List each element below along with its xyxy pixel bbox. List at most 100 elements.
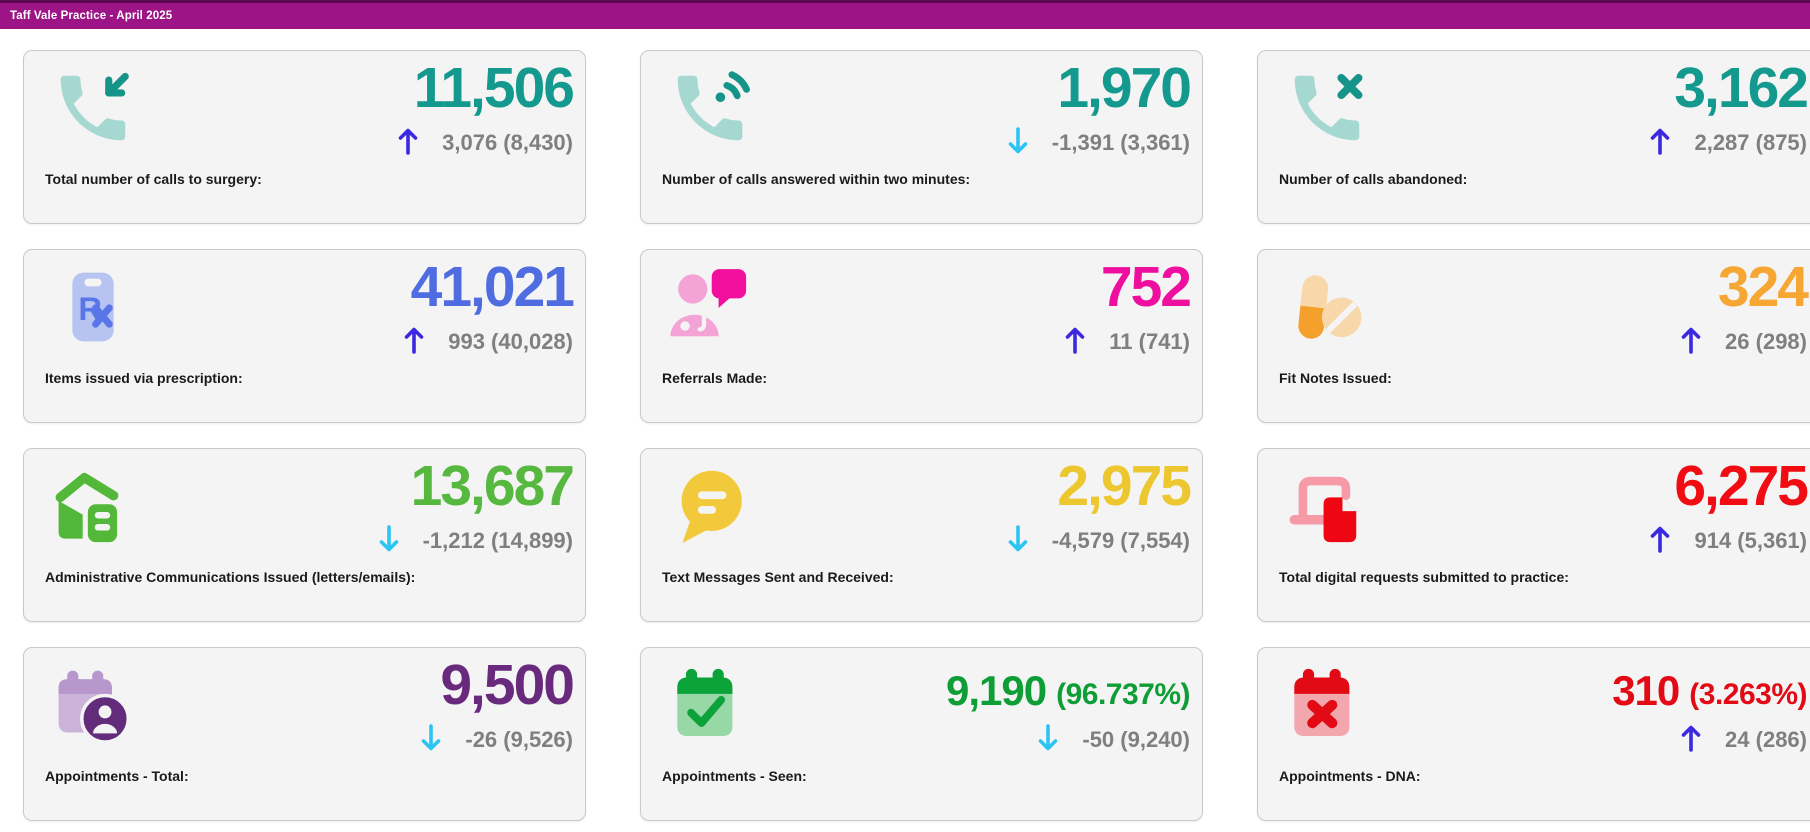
- trend-up-icon: [1650, 525, 1670, 558]
- stat-value-line: 2,975: [1057, 449, 1192, 518]
- trend-up-icon: [404, 326, 424, 359]
- stat-card-calls-abandoned: 3,162 2,287 (875) Number of calls abandone…: [1257, 50, 1810, 224]
- stat-value-line: 41,021: [410, 250, 575, 319]
- stat-card-calls-answered-two-minutes: 1,970 -1,391 (3,361) Number of calls answe…: [640, 50, 1203, 224]
- stat-change-line: 11 (741): [1065, 326, 1190, 358]
- stat-label: Number of calls abandoned:: [1279, 171, 1468, 187]
- stat-card-appointments-total: 9,500 -26 (9,526) Appointments - Total:: [23, 647, 586, 821]
- doctor-chat-icon: [667, 264, 753, 360]
- stat-value: 752: [1100, 254, 1192, 319]
- trend-down-icon: [1008, 126, 1028, 160]
- trend-up-icon: [398, 127, 418, 160]
- stat-change-line: -1,212 (14,899): [379, 524, 573, 558]
- stat-value-line: 9,500: [440, 648, 575, 717]
- cards-grid: 11,506 3,076 (8,430) Total number of calls…: [0, 29, 1810, 821]
- stat-card-prescription-items: R 41,021 993 (40,028) Items issued via pres…: [23, 249, 586, 423]
- calendar-user-icon: [50, 662, 136, 758]
- stat-card-text-messages: 2,975 -4,579 (7,554) Text Messages Sent an…: [640, 448, 1203, 622]
- stat-value: 310: [1612, 667, 1680, 714]
- header-bar: Taff Vale Practice - April 2025: [0, 0, 1810, 29]
- stat-value-line: 11,506: [413, 51, 575, 120]
- chat-bubble-icon: [667, 463, 753, 559]
- stat-change-line: 24 (286): [1681, 724, 1807, 756]
- laptop-document-icon: [1284, 463, 1370, 559]
- stat-card-fit-notes-issued: 324 26 (298) Fit Notes Issued:: [1257, 249, 1810, 423]
- stat-change: 914 (5,361): [1694, 528, 1807, 553]
- pills-icon: [1284, 264, 1370, 360]
- stat-value: 9,190: [945, 667, 1047, 714]
- stat-card-calls-total: 11,506 3,076 (8,430) Total number of calls…: [23, 50, 586, 224]
- trend-down-icon: [1038, 723, 1058, 757]
- svg-text:R: R: [78, 290, 102, 327]
- stat-value: 41,021: [410, 254, 575, 319]
- stat-change: -50 (9,240): [1082, 727, 1190, 752]
- stat-change: 3,076 (8,430): [442, 130, 573, 155]
- stat-value: 1,970: [1057, 55, 1192, 120]
- stat-value-line: 6,275: [1674, 449, 1809, 518]
- trend-up-icon: [1681, 326, 1701, 359]
- stat-value: 2,975: [1057, 453, 1192, 518]
- stat-change: 11 (741): [1109, 329, 1190, 354]
- stat-label: Appointments - DNA:: [1279, 768, 1421, 784]
- stat-change: -26 (9,526): [465, 727, 573, 752]
- stat-label: Administrative Communications Issued (le…: [45, 569, 416, 585]
- stat-card-appointments-dna: 310 (3.263%) 24 (286) Appointments - DNA:: [1257, 647, 1810, 821]
- stat-change: -4,579 (7,554): [1051, 528, 1190, 553]
- phone-incoming-icon: [50, 65, 136, 161]
- trend-down-icon: [1008, 524, 1028, 558]
- trend-down-icon: [421, 723, 441, 757]
- stat-change-line: 993 (40,028): [404, 326, 573, 358]
- stat-change-line: -4,579 (7,554): [1008, 524, 1190, 558]
- stat-change: 993 (40,028): [448, 329, 573, 354]
- stat-change-line: -26 (9,526): [421, 723, 573, 757]
- stat-value-percent: (96.737%): [1056, 678, 1190, 712]
- stat-value: 6,275: [1674, 453, 1809, 518]
- stat-value-percent: (3.263%): [1689, 678, 1807, 712]
- stat-value: 11,506: [413, 55, 575, 120]
- stat-change-line: 3,076 (8,430): [398, 127, 573, 159]
- stat-value-line: 3,162: [1674, 51, 1809, 120]
- stat-change: -1,212 (14,899): [422, 528, 573, 553]
- stat-label: Number of calls answered within two minu…: [662, 171, 971, 187]
- stat-label: Items issued via prescription:: [45, 370, 243, 386]
- stat-label: Fit Notes Issued:: [1279, 370, 1392, 386]
- stat-value-line: 324: [1717, 250, 1809, 319]
- stat-change-line: 914 (5,361): [1650, 525, 1807, 557]
- stat-change: 2,287 (875): [1694, 130, 1807, 155]
- stat-value: 13,687: [410, 453, 575, 518]
- calendar-check-icon: [667, 662, 753, 758]
- stat-card-admin-communications: 13,687 -1,212 (14,899) Administrative Comm…: [23, 448, 586, 622]
- stat-value: 9,500: [440, 652, 575, 717]
- stat-label: Total digital requests submitted to prac…: [1279, 569, 1569, 585]
- stat-label: Text Messages Sent and Received:: [662, 569, 894, 585]
- stat-change: 26 (298): [1725, 329, 1807, 354]
- stat-value: 324: [1717, 254, 1809, 319]
- stat-card-referrals-made: 752 11 (741) Referrals Made:: [640, 249, 1203, 423]
- phone-x-icon: [1284, 65, 1370, 161]
- trend-up-icon: [1681, 724, 1701, 757]
- page-title: Taff Vale Practice - April 2025: [10, 10, 173, 22]
- stat-label: Appointments - Total:: [45, 768, 189, 784]
- stat-change-line: -1,391 (3,361): [1008, 126, 1190, 160]
- stat-value-line: 9,190 (96.737%): [945, 648, 1191, 714]
- stat-label: Total number of calls to surgery:: [45, 171, 262, 187]
- trend-up-icon: [1065, 326, 1085, 359]
- prescription-icon: R: [50, 264, 136, 360]
- trend-down-icon: [379, 524, 399, 558]
- stat-change: -1,391 (3,361): [1051, 130, 1190, 155]
- stat-value-line: 310 (3.263%): [1612, 648, 1807, 712]
- stat-change: 24 (286): [1725, 727, 1807, 752]
- phone-volume-icon: [667, 65, 753, 161]
- stat-value-line: 13,687: [410, 449, 575, 518]
- stat-change-line: -50 (9,240): [1038, 723, 1190, 757]
- stat-card-appointments-seen: 9,190 (96.737%) -50 (9,240) Appointments - …: [640, 647, 1203, 821]
- stat-label: Referrals Made:: [662, 370, 768, 386]
- trend-up-icon: [1650, 127, 1670, 160]
- mail-archive-icon: [50, 463, 136, 559]
- stat-value: 3,162: [1674, 55, 1809, 120]
- stat-change-line: 2,287 (875): [1650, 127, 1807, 159]
- stat-card-digital-requests: 6,275 914 (5,361) Total digital requests s…: [1257, 448, 1810, 622]
- stat-value-line: 752: [1100, 250, 1192, 319]
- stat-change-line: 26 (298): [1681, 326, 1807, 358]
- stat-label: Appointments - Seen:: [662, 768, 807, 784]
